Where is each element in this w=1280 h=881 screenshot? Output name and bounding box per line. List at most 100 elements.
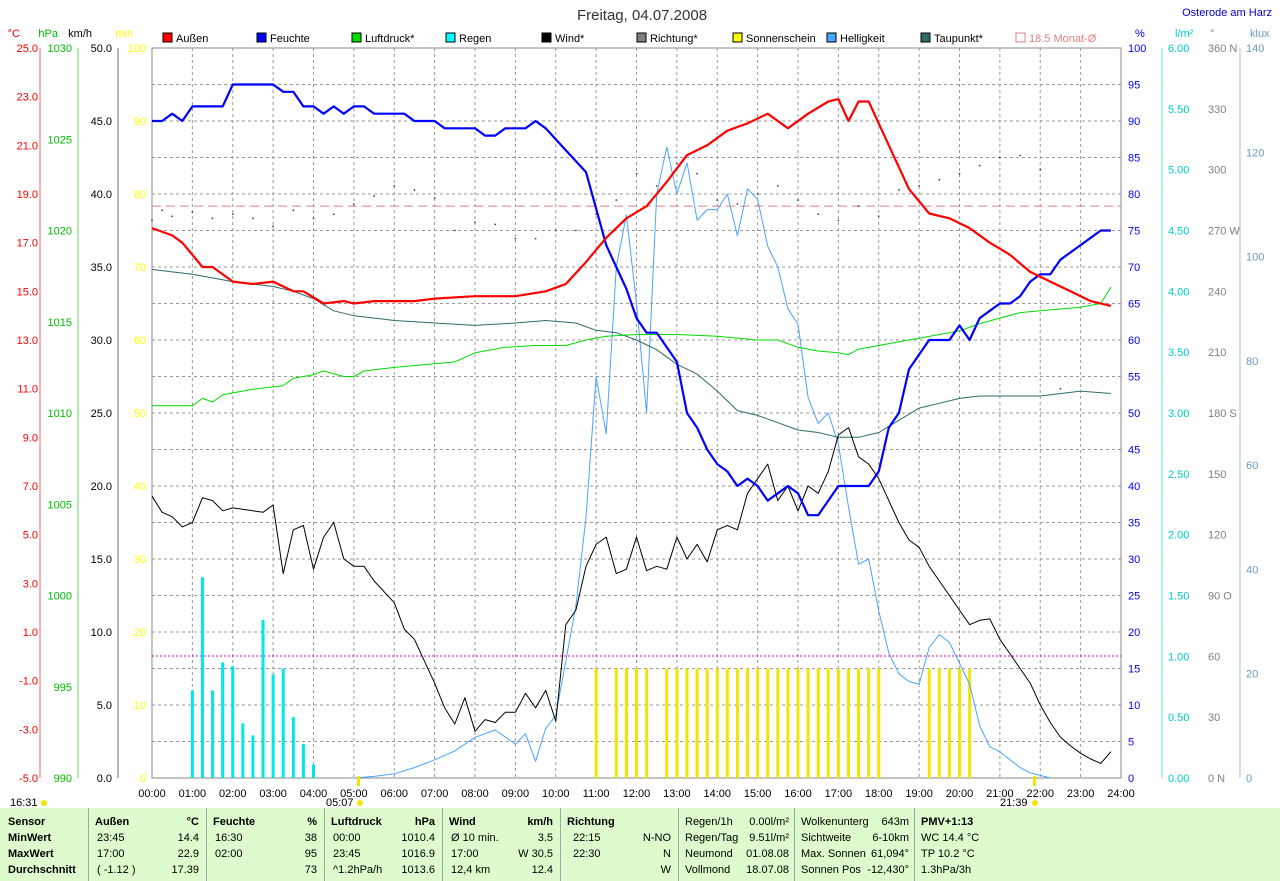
legend-swatch	[1015, 32, 1026, 43]
footer-value: 1010.4	[401, 832, 435, 844]
humidity-tick-label: 0	[1128, 773, 1134, 785]
min-tick-label: 70	[134, 262, 146, 274]
direction-tick-label: 360 N	[1208, 43, 1237, 55]
direction-tick-label: 120	[1208, 530, 1226, 542]
footer-time: 23:45	[333, 848, 361, 860]
direction-tick-label: 210	[1208, 347, 1226, 359]
wind-tick-label: 40.0	[91, 189, 112, 201]
legend-label: Feuchte	[270, 33, 310, 45]
temp-tick-label: 11.0	[17, 384, 38, 396]
humidity-axis-unit: %	[1135, 28, 1145, 40]
humidity-tick-label: 80	[1128, 189, 1140, 201]
rain-tick-label: 3.50	[1168, 347, 1189, 359]
x-tick-label: 21:00	[986, 788, 1014, 800]
sunshine-bar	[675, 668, 679, 778]
footer-row: Luftdruck hPa	[325, 814, 443, 830]
footer-header: Sensor	[8, 816, 46, 828]
footer-time: 17:00	[451, 848, 479, 860]
lux-tick-label: 0	[1246, 773, 1252, 785]
footer-value: W	[660, 864, 671, 876]
x-tick-label: 16:00	[784, 788, 812, 800]
footer-row: Feuchte%	[207, 814, 325, 830]
rain-bar	[211, 690, 215, 778]
legend-label: Richtung*	[650, 33, 698, 45]
legend-swatch	[541, 32, 552, 43]
legend-label: 18.5 Monat-Ø	[1029, 33, 1097, 45]
min-tick-label: 40	[134, 481, 146, 493]
footer-value: N-NO	[642, 832, 671, 844]
footer-row: Wolkenunterg 643m	[795, 814, 915, 830]
footer-value: 01.08.08	[746, 848, 789, 860]
direction-point	[817, 213, 820, 216]
legend-swatch	[445, 32, 456, 43]
min-axis-unit: min	[115, 28, 133, 40]
sunshine-bar	[826, 668, 830, 778]
temp-axis-unit: °C	[8, 28, 20, 40]
footer-row: Neumond 01.08.08	[679, 846, 795, 862]
direction-point	[857, 205, 860, 208]
rain-bar	[190, 690, 194, 778]
footer-header: Feuchte	[213, 816, 256, 828]
rain-bar	[301, 743, 305, 778]
humidity-tick-label: 15	[1128, 664, 1140, 676]
footer-value: 1013.6	[401, 864, 435, 876]
x-tick-label: 05:00	[340, 788, 368, 800]
direction-point	[554, 229, 557, 232]
footer-row: 73	[207, 862, 325, 878]
direction-point	[978, 164, 981, 167]
footer-row: WC 14.4 °C	[915, 830, 1280, 846]
footer-label: Wolkenunterg	[801, 816, 869, 828]
pressure-tick-label: 1000	[48, 591, 72, 603]
sunshine-bar	[695, 668, 699, 778]
footer-row: Sensor	[0, 814, 88, 830]
pressure-tick-label: 1030	[48, 43, 72, 55]
rain-tick-label: 2.50	[1168, 469, 1189, 481]
humidity-tick-label: 70	[1128, 262, 1140, 274]
sunshine-bar	[624, 668, 628, 778]
x-tick-label: 17:00	[825, 788, 853, 800]
sun-marks: 16:31 05:07 21:39	[10, 776, 1038, 808]
legend-label: Luftdruck*	[365, 33, 415, 45]
rain-bar	[251, 735, 255, 778]
direction-point	[191, 211, 194, 214]
footer-value: 643m	[881, 816, 909, 828]
direction-point	[373, 195, 375, 197]
min-tick-label: 80	[134, 189, 146, 201]
footer-row: Richtung	[561, 814, 679, 830]
sunshine-bar	[635, 668, 638, 778]
rain-tick-label: 5.00	[1168, 165, 1189, 177]
sunshine-bar	[846, 668, 850, 778]
humidity-tick-label: 60	[1128, 335, 1140, 347]
sunshine-bar	[766, 668, 770, 778]
footer-time: 23:45	[97, 832, 125, 844]
direction-point	[675, 162, 678, 165]
rain-tick-label: 3.00	[1168, 408, 1189, 420]
footer-row: Regen/Tag 9.51l/m²	[679, 830, 795, 846]
sun-left-label: 16:31	[10, 797, 38, 808]
direction-point	[413, 189, 416, 191]
wind-tick-label: 20.0	[91, 481, 112, 493]
wind-tick-label: 45.0	[91, 116, 112, 128]
wind-tick-label: 50.0	[91, 43, 112, 55]
rain-bar	[241, 723, 245, 778]
humidity-tick-label: 75	[1128, 226, 1140, 238]
footer-row: Wind km/h	[443, 814, 561, 830]
direction-point	[453, 229, 456, 232]
sunshine-bar	[867, 668, 871, 778]
direction-point	[312, 217, 315, 220]
direction-point	[292, 209, 295, 212]
direction-tick-label: 330	[1208, 104, 1226, 116]
sunshine-bar	[816, 668, 820, 778]
footer-value: 1016.9	[401, 848, 435, 860]
direction-point	[1059, 387, 1062, 390]
sunshine-bar	[725, 668, 729, 778]
sunrise-label: 05:07	[326, 797, 354, 808]
legend-swatch	[351, 32, 362, 43]
footer-row: 00:00 1010.4	[325, 830, 443, 846]
sunshine-bar	[685, 668, 689, 778]
sunshine-bar	[937, 668, 941, 778]
direction-point	[776, 184, 779, 187]
footer-row: Max. Sonnen 61,094°	[795, 846, 915, 862]
lux-tick-label: 100	[1246, 252, 1264, 264]
footer-time: 02:00	[215, 848, 243, 860]
